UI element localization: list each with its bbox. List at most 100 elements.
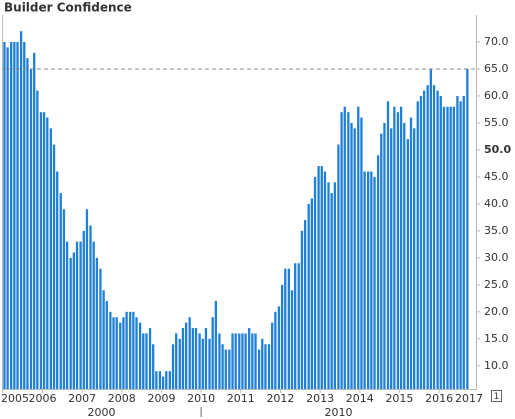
bar xyxy=(39,112,43,390)
bar xyxy=(456,95,459,389)
x-tick-label: 2011 xyxy=(227,392,255,405)
bar xyxy=(181,328,185,389)
bar xyxy=(383,122,386,389)
bar xyxy=(287,268,290,389)
bar xyxy=(228,349,231,389)
bar xyxy=(161,376,165,389)
y-tick-label: 50.0 xyxy=(484,143,511,156)
bar xyxy=(155,371,158,389)
bar xyxy=(224,349,227,389)
bar xyxy=(449,106,452,389)
bar xyxy=(363,171,366,389)
y-tick-label: 55.0 xyxy=(484,116,509,129)
bar xyxy=(446,106,449,389)
bar xyxy=(426,85,429,390)
bar xyxy=(142,333,145,389)
bar xyxy=(353,128,356,390)
bar xyxy=(218,333,221,389)
bar xyxy=(208,338,211,389)
bar xyxy=(307,203,310,389)
y-tick-label: 60.0 xyxy=(484,89,509,102)
bar xyxy=(416,101,419,389)
bar xyxy=(340,112,343,390)
bar xyxy=(26,58,29,390)
bar xyxy=(59,193,62,389)
bar xyxy=(49,128,53,390)
bar xyxy=(241,333,244,389)
bar xyxy=(343,106,346,389)
bar xyxy=(234,333,237,389)
bar xyxy=(19,31,23,389)
bar xyxy=(221,344,224,389)
bar xyxy=(148,328,152,389)
x-tick-label: 2012 xyxy=(266,392,294,405)
bar xyxy=(294,263,297,389)
bar xyxy=(56,171,59,389)
bar xyxy=(320,166,323,389)
bar xyxy=(357,106,360,389)
bar xyxy=(406,139,409,389)
bar xyxy=(333,182,337,389)
bar xyxy=(376,155,380,389)
bar xyxy=(462,95,465,389)
y-tick-label: 30.0 xyxy=(484,251,509,264)
bar xyxy=(403,122,406,389)
bar xyxy=(373,176,376,389)
x-tick-label: 2010 xyxy=(187,392,215,405)
bar xyxy=(135,317,138,389)
bar xyxy=(65,241,69,389)
bar xyxy=(129,311,132,389)
bar xyxy=(419,95,423,389)
bar xyxy=(75,241,79,389)
bar xyxy=(171,344,175,389)
chart-title: Builder Confidence xyxy=(4,1,132,15)
bar xyxy=(36,90,39,390)
bar xyxy=(300,230,304,389)
bar xyxy=(244,333,247,389)
bar xyxy=(175,333,178,389)
bar xyxy=(409,117,413,390)
page-icon-glyph: 1 xyxy=(494,392,500,402)
bar xyxy=(198,333,201,389)
bar xyxy=(152,344,155,389)
x-tick-label: 2009 xyxy=(147,392,175,405)
x-tick-label: 2005 xyxy=(1,392,29,405)
bar xyxy=(132,311,135,389)
bar xyxy=(165,371,168,389)
x-tick-label: 2017 xyxy=(455,392,483,405)
bar xyxy=(122,317,125,389)
bar xyxy=(303,220,307,389)
y-tick-label: 65.0 xyxy=(484,62,509,75)
bar xyxy=(323,171,327,389)
bar xyxy=(248,328,251,389)
bar xyxy=(393,106,396,389)
y-tick-label: 45.0 xyxy=(484,170,509,183)
bar xyxy=(92,241,95,389)
bar xyxy=(46,117,49,390)
bar xyxy=(6,47,9,389)
bar xyxy=(158,371,162,389)
page-icon xyxy=(491,390,502,402)
bar xyxy=(204,328,208,389)
bar xyxy=(380,133,383,389)
bar xyxy=(211,317,214,389)
bar xyxy=(184,322,188,389)
bar xyxy=(466,68,469,389)
bar xyxy=(23,41,26,389)
bar xyxy=(386,101,390,389)
bar xyxy=(267,344,271,389)
bar xyxy=(138,322,142,389)
bar xyxy=(360,117,363,390)
bar xyxy=(10,41,13,389)
bar xyxy=(310,198,314,389)
bar xyxy=(436,90,439,390)
decade-label: 2010 xyxy=(325,406,353,419)
bar xyxy=(69,257,72,389)
x-tick-label: 2016 xyxy=(425,392,453,405)
bar xyxy=(439,95,442,389)
bar xyxy=(112,317,115,389)
x-tick-label: 2014 xyxy=(346,392,374,405)
bar xyxy=(16,41,19,389)
bar xyxy=(191,328,195,389)
